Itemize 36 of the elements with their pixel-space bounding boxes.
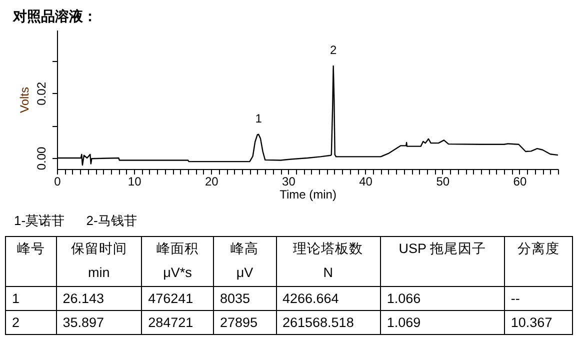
text: 1-莫诺苷 2-马钱苷 (14, 212, 137, 230)
text: 4266.664 (276, 286, 380, 310)
category-label: USP 拖尾因子 (380, 236, 504, 286)
text: 284721 (142, 310, 214, 334)
y-axis-title: Volts (18, 86, 32, 114)
category-label: 理论塔板数 N (276, 236, 380, 286)
category-label: 峰面积 μV*s (142, 236, 214, 286)
x-axis-title: Time (min) (280, 188, 336, 202)
text: -- (504, 286, 572, 310)
x-tick-label: 10 (128, 174, 142, 188)
x-tick-label: 0 (54, 174, 62, 188)
category-label: 峰高 μV (213, 236, 276, 286)
x-tick-label: 50 (436, 174, 450, 188)
x-tick-label: 60 (513, 174, 527, 188)
text: 1.069 (380, 310, 504, 334)
x-tick-label: 40 (359, 174, 373, 188)
text: 261568.518 (276, 310, 380, 334)
annotation: 2 (330, 42, 337, 57)
text: 1.066 (380, 286, 504, 310)
x-tick-label: 30 (282, 174, 296, 188)
text: 2 (6, 310, 56, 334)
category-label: 分离度 (504, 236, 572, 286)
text: 476241 (142, 286, 214, 310)
y-tick-label: 0.00 (34, 146, 48, 170)
x-tick-label: 20 (204, 174, 219, 188)
text: 27895 (213, 310, 276, 334)
category-label: 峰号 (6, 236, 56, 286)
annotation: 1 (255, 111, 262, 126)
text: 1 (6, 286, 56, 310)
category-label: 保留时间 min (56, 236, 142, 286)
text: 35.897 (56, 310, 142, 334)
text: 26.143 (56, 286, 142, 310)
text: 8035 (213, 286, 276, 310)
y-tick-label: 0.02 (34, 82, 48, 106)
chart-title: 对照品溶液： (12, 8, 97, 25)
text: 10.367 (504, 310, 572, 334)
